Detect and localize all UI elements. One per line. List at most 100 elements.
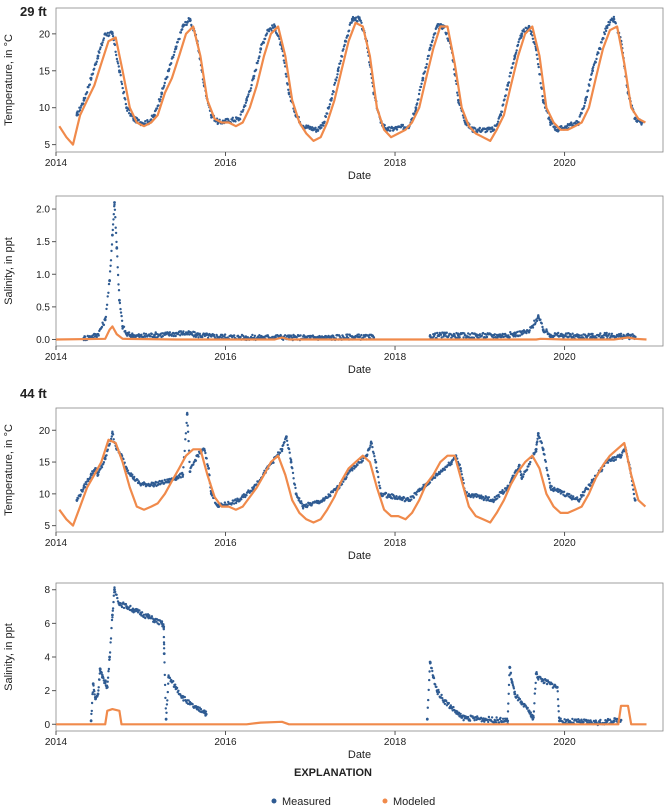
- legend: EXPLANATION Measured Modeled: [271, 767, 435, 808]
- x-axis-label: Date: [348, 170, 371, 182]
- measured-point: [633, 498, 637, 502]
- measured-point: [585, 95, 589, 99]
- measured-point: [175, 45, 178, 48]
- measured-point: [513, 692, 517, 696]
- series-modeled-line: [56, 704, 647, 726]
- measured-point: [538, 73, 542, 76]
- measured-point: [118, 69, 121, 73]
- measured-point: [75, 498, 79, 502]
- measured-point: [179, 334, 182, 337]
- measured-point: [518, 697, 522, 701]
- measured-point: [163, 673, 166, 677]
- plot-frame: [55, 582, 664, 732]
- measured-point: [202, 709, 206, 713]
- measured-point: [439, 333, 443, 336]
- measured-point: [110, 626, 113, 630]
- measured-point: [148, 333, 151, 336]
- measured-point: [131, 332, 134, 335]
- measured-point: [98, 51, 101, 54]
- measured-point: [496, 719, 500, 722]
- measured-point: [568, 335, 571, 338]
- measured-point: [386, 496, 389, 499]
- measured-point: [346, 333, 349, 336]
- measured-point: [516, 330, 519, 334]
- plot-area: [58, 15, 646, 146]
- measured-point: [245, 98, 249, 102]
- measured-point: [166, 690, 169, 694]
- measured-point: [514, 51, 518, 54]
- measured-point: [442, 699, 446, 703]
- measured-point: [568, 493, 571, 496]
- plot-frame: [55, 195, 664, 347]
- measured-point: [508, 75, 511, 78]
- measured-point: [464, 334, 467, 337]
- measured-point: [604, 29, 608, 33]
- measured-point: [256, 59, 260, 63]
- measured-point: [440, 693, 443, 697]
- measured-point: [395, 495, 398, 498]
- measured-point: [253, 336, 256, 339]
- measured-point: [204, 712, 208, 716]
- measured-point: [138, 609, 141, 612]
- measured-point: [139, 334, 143, 338]
- measured-point: [291, 467, 294, 470]
- measured-point: [534, 447, 538, 451]
- measured-point: [494, 721, 498, 724]
- y-tick-label: 6: [44, 619, 50, 630]
- measured-point: [98, 667, 102, 671]
- measured-point: [127, 333, 130, 336]
- measured-point: [381, 494, 384, 498]
- measured-point: [163, 478, 166, 482]
- measured-point: [111, 32, 114, 36]
- measured-point: [90, 709, 94, 713]
- measured-point: [83, 483, 86, 486]
- measured-point: [520, 32, 524, 36]
- measured-point: [182, 466, 185, 469]
- measured-point: [101, 321, 104, 324]
- measured-point: [534, 672, 538, 676]
- measured-point: [583, 104, 586, 108]
- measured-point: [107, 291, 110, 294]
- measured-point: [114, 231, 118, 235]
- measured-point: [181, 473, 185, 477]
- measured-point: [633, 117, 637, 121]
- measured-point: [195, 333, 199, 337]
- measured-point: [498, 495, 501, 498]
- measured-point: [153, 618, 156, 622]
- measured-point: [434, 683, 437, 686]
- measured-point: [289, 458, 293, 462]
- measured-point: [562, 490, 566, 493]
- measured-point: [372, 336, 376, 339]
- measured-point: [108, 651, 112, 654]
- measured-point: [501, 332, 504, 336]
- measured-point: [120, 80, 123, 84]
- measured-point: [286, 83, 289, 86]
- measured-point: [566, 718, 570, 721]
- measured-point: [90, 701, 94, 705]
- measured-point: [425, 62, 428, 66]
- series-measured: [75, 15, 644, 134]
- measured-point: [114, 226, 117, 229]
- measured-point: [506, 719, 510, 723]
- measured-point: [174, 334, 177, 338]
- measured-point: [115, 240, 118, 244]
- measured-point: [301, 505, 305, 508]
- measured-point: [111, 233, 114, 237]
- measured-point: [360, 21, 363, 24]
- measured-point: [513, 54, 517, 58]
- measured-point: [102, 461, 106, 464]
- measured-point: [481, 331, 485, 335]
- legend-modeled-marker: [382, 798, 388, 804]
- measured-point: [483, 497, 487, 500]
- measured-point: [258, 51, 262, 54]
- measured-point: [239, 113, 242, 116]
- measured-point: [234, 120, 237, 123]
- measured-point: [316, 499, 320, 503]
- measured-point: [579, 113, 582, 117]
- measured-point: [116, 60, 119, 63]
- measured-point: [640, 123, 643, 126]
- measured-point: [202, 447, 206, 451]
- measured-point: [480, 334, 483, 337]
- measured-point: [457, 334, 460, 337]
- measured-point: [132, 476, 136, 480]
